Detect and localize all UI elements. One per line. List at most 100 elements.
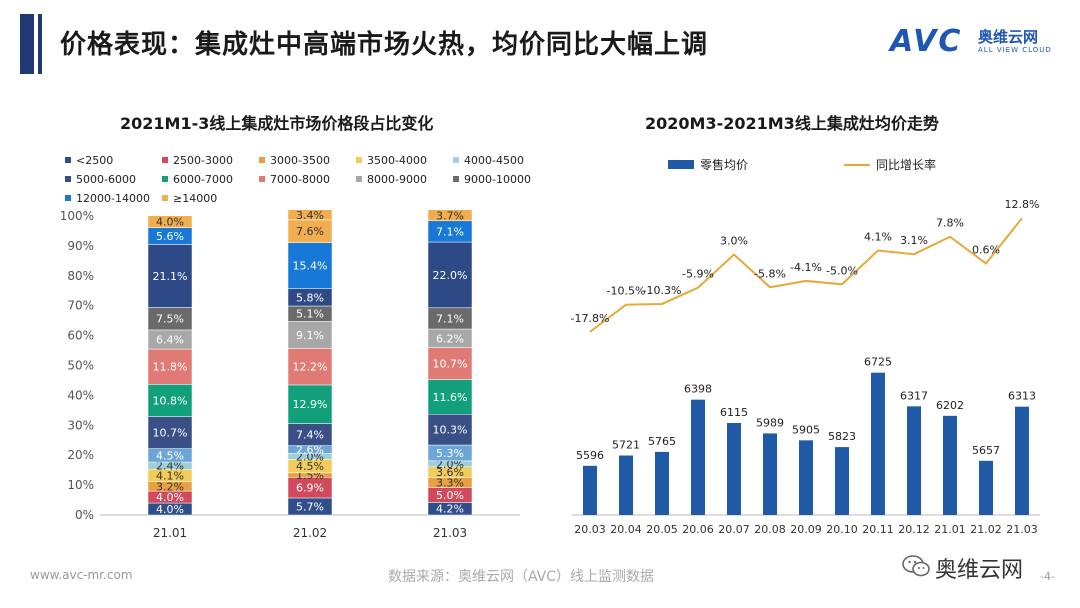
segment-data-label: 12.2%	[293, 361, 328, 374]
line-data-label: 0.6%	[972, 243, 1000, 256]
y-tick-label: 40%	[67, 388, 94, 402]
legend-swatch	[65, 195, 71, 201]
legend-swatch	[259, 157, 265, 163]
footer-url: www.avc-mr.com	[30, 568, 133, 582]
avc-logo: AVC 奥维云网 ALL VIEW CLOUD	[890, 22, 1060, 62]
segment-data-label: 22.0%	[433, 269, 468, 282]
price-bar	[871, 373, 885, 515]
line-data-label: 3.1%	[900, 234, 928, 247]
segment-data-label: 9.1%	[296, 329, 324, 342]
segment-data-label: 21.1%	[153, 270, 188, 283]
legend-swatch	[65, 157, 71, 163]
segment-data-label: 5.7%	[296, 500, 324, 513]
legend-label: 同比增长率	[876, 157, 936, 172]
price-bar	[691, 400, 705, 515]
segment-data-label: 10.7%	[433, 358, 468, 371]
legend-label: 8000-9000	[367, 173, 427, 186]
y-tick-label: 20%	[67, 448, 94, 462]
legend-swatch	[356, 176, 362, 182]
logo-cn-text: 奥维云网	[978, 26, 1038, 47]
x-tick-label: 20.11	[862, 523, 894, 536]
x-tick-label: 20.10	[826, 523, 858, 536]
y-tick-label: 80%	[67, 269, 94, 283]
bar-data-label: 6202	[936, 399, 964, 412]
legend-label: 4000-4500	[464, 154, 524, 167]
x-tick-label: 21.01	[934, 523, 966, 536]
y-tick-label: 50%	[67, 359, 94, 373]
y-tick-label: 70%	[67, 299, 94, 313]
line-data-label: -17.8%	[571, 312, 610, 325]
legend-swatch	[65, 176, 71, 182]
legend-swatch	[356, 157, 362, 163]
bar-data-label: 6317	[900, 389, 928, 402]
legend-label: <2500	[76, 154, 113, 167]
price-bar	[619, 456, 633, 515]
segment-data-label: 5.6%	[156, 230, 184, 243]
line-data-label: -5.0%	[826, 264, 858, 277]
segment-data-label: 4.0%	[156, 503, 184, 516]
segment-data-label: 12.9%	[293, 398, 328, 411]
price-bar	[943, 416, 957, 515]
legend-swatch	[162, 176, 168, 182]
price-bar	[979, 461, 993, 515]
legend-label: 6000-7000	[173, 173, 233, 186]
bar-data-label: 5823	[828, 430, 856, 443]
legend-label: 3500-4000	[367, 154, 427, 167]
segment-data-label: 4.2%	[436, 503, 464, 516]
title-accent-bar	[20, 14, 34, 74]
x-tick-label: 20.08	[754, 523, 786, 536]
segment-data-label: 7.5%	[156, 313, 184, 326]
segment-data-label: 10.3%	[433, 424, 468, 437]
legend-label: 5000-6000	[76, 173, 136, 186]
line-data-label: 7.8%	[936, 217, 964, 230]
data-source-note: 数据来源：奥维云网（AVC）线上监测数据	[388, 566, 654, 586]
segment-data-label: 4.5%	[156, 449, 184, 462]
right-chart-title: 2020M3-2021M3线上集成灶均价走势	[645, 110, 939, 134]
x-tick-label: 21.02	[293, 526, 327, 540]
logo-avc-text: AVC	[890, 24, 962, 59]
page-number: -4-	[1040, 570, 1055, 583]
y-tick-label: 0%	[75, 508, 94, 522]
segment-data-label: 7.1%	[436, 225, 464, 238]
bar-data-label: 5765	[648, 435, 676, 448]
segment-data-label: 7.4%	[296, 429, 324, 442]
price-bar	[907, 406, 921, 515]
bar-data-label: 6313	[1008, 390, 1036, 403]
line-data-label: -5.9%	[682, 268, 714, 281]
x-tick-label: 20.12	[898, 523, 930, 536]
segment-data-label: 3.4%	[296, 209, 324, 222]
line-data-label: -10.3%	[643, 284, 682, 297]
yoy-growth-line	[590, 218, 1022, 332]
segment-data-label: 10.7%	[153, 427, 188, 440]
segment-data-label: 5.1%	[296, 308, 324, 321]
line-data-label: -5.8%	[754, 267, 786, 280]
page-title: 价格表现：集成灶中高端市场火热，均价同比大幅上调	[60, 24, 708, 61]
segment-data-label: 15.4%	[293, 260, 328, 273]
stacked-price-segment-chart: <2500 2500-3000 3000-3500 3500-4000 4000-450…	[0, 150, 540, 550]
segment-data-label: 5.8%	[296, 291, 324, 304]
bar-data-label: 5596	[576, 449, 604, 462]
x-tick-label: 21.03	[1006, 523, 1038, 536]
x-tick-label: 21.03	[433, 526, 467, 540]
segment-data-label: 7.1%	[436, 312, 464, 325]
y-tick-label: 100%	[60, 209, 94, 223]
legend-swatch	[453, 157, 459, 163]
legend-label: 3000-3500	[270, 154, 330, 167]
legend-swatch	[162, 157, 168, 163]
x-tick-label: 20.05	[646, 523, 678, 536]
legend-label: ≥14000	[173, 192, 217, 205]
segment-data-label: 5.0%	[436, 489, 464, 502]
x-tick-label: 20.07	[718, 523, 750, 536]
x-tick-label: 21.02	[970, 523, 1002, 536]
legend-label: 2500-3000	[173, 154, 233, 167]
x-tick-label: 21.01	[153, 526, 187, 540]
segment-data-label: 3.7%	[436, 209, 464, 222]
segment-data-label: 7.6%	[296, 225, 324, 238]
line-data-label: -10.5%	[607, 285, 646, 298]
wechat-account-name: 奥维云网	[935, 552, 1023, 584]
y-tick-label: 10%	[67, 478, 94, 492]
price-bar	[835, 447, 849, 515]
y-tick-label: 30%	[67, 418, 94, 432]
line-data-label: 4.1%	[864, 230, 892, 243]
y-tick-label: 60%	[67, 329, 94, 343]
